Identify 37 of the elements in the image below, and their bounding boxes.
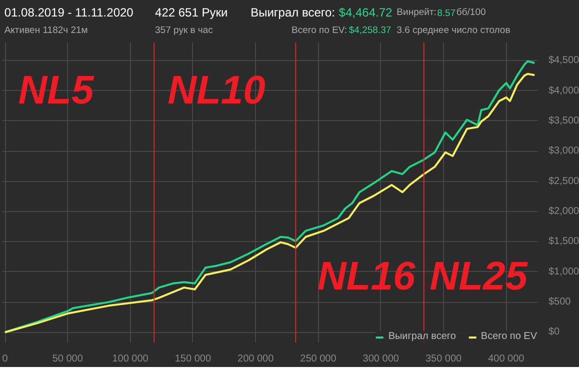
- x-tick-label: 300 000: [362, 354, 400, 364]
- chart-subtitle: Активен 1182ч 21м: [4, 25, 88, 36]
- text: 3.6 среднее число столов: [396, 25, 510, 36]
- y-tick-label: $2,000: [548, 206, 579, 218]
- text: бб/100: [456, 7, 486, 18]
- y-tick-label: $2,500: [548, 176, 579, 187]
- text: $4,464.72: [338, 6, 392, 20]
- x-tick-label: 350 000: [425, 354, 462, 364]
- annotation: NL5: [18, 68, 95, 112]
- text: 357 рук в час: [155, 25, 214, 36]
- x-tick-label: 150 000: [174, 354, 212, 364]
- legend-label: Всего по EV: [480, 331, 537, 342]
- text: Выиграл всего:: [250, 6, 336, 20]
- y-tick-label: $1,000: [548, 266, 579, 278]
- annotation: NL25: [430, 254, 528, 298]
- text: Винрейт:: [396, 7, 436, 18]
- text: 8.57: [437, 8, 456, 19]
- legend-label: Выиграл всего: [388, 331, 456, 342]
- y-tick-label: $4,000: [548, 85, 579, 96]
- x-tick-label: 0: [2, 354, 8, 364]
- text: 422 651 Руки: [155, 6, 228, 20]
- annotation: NL10: [168, 68, 266, 112]
- x-tick-label: 200 000: [238, 354, 274, 364]
- chart-title: 01.08.2019 - 11.11.2020: [4, 6, 134, 20]
- y-tick-label: $3,500: [548, 115, 579, 126]
- y-tick-label: $500: [548, 296, 572, 308]
- y-tick-label: $3,000: [548, 146, 579, 157]
- x-tick-label: 100 000: [112, 354, 149, 364]
- text: Всего по EV:: [291, 25, 348, 36]
- x-tick-label: 50 000: [52, 354, 84, 364]
- x-tick-label: 250 000: [300, 354, 337, 364]
- y-tick-label: $1,500: [548, 236, 579, 248]
- annotation: NL16: [317, 254, 416, 298]
- y-tick-label: $4,500: [548, 55, 579, 66]
- x-tick-label: 400 000: [488, 354, 525, 364]
- y-tick-label: $0: [548, 326, 560, 338]
- text: $4,258.37: [348, 25, 392, 36]
